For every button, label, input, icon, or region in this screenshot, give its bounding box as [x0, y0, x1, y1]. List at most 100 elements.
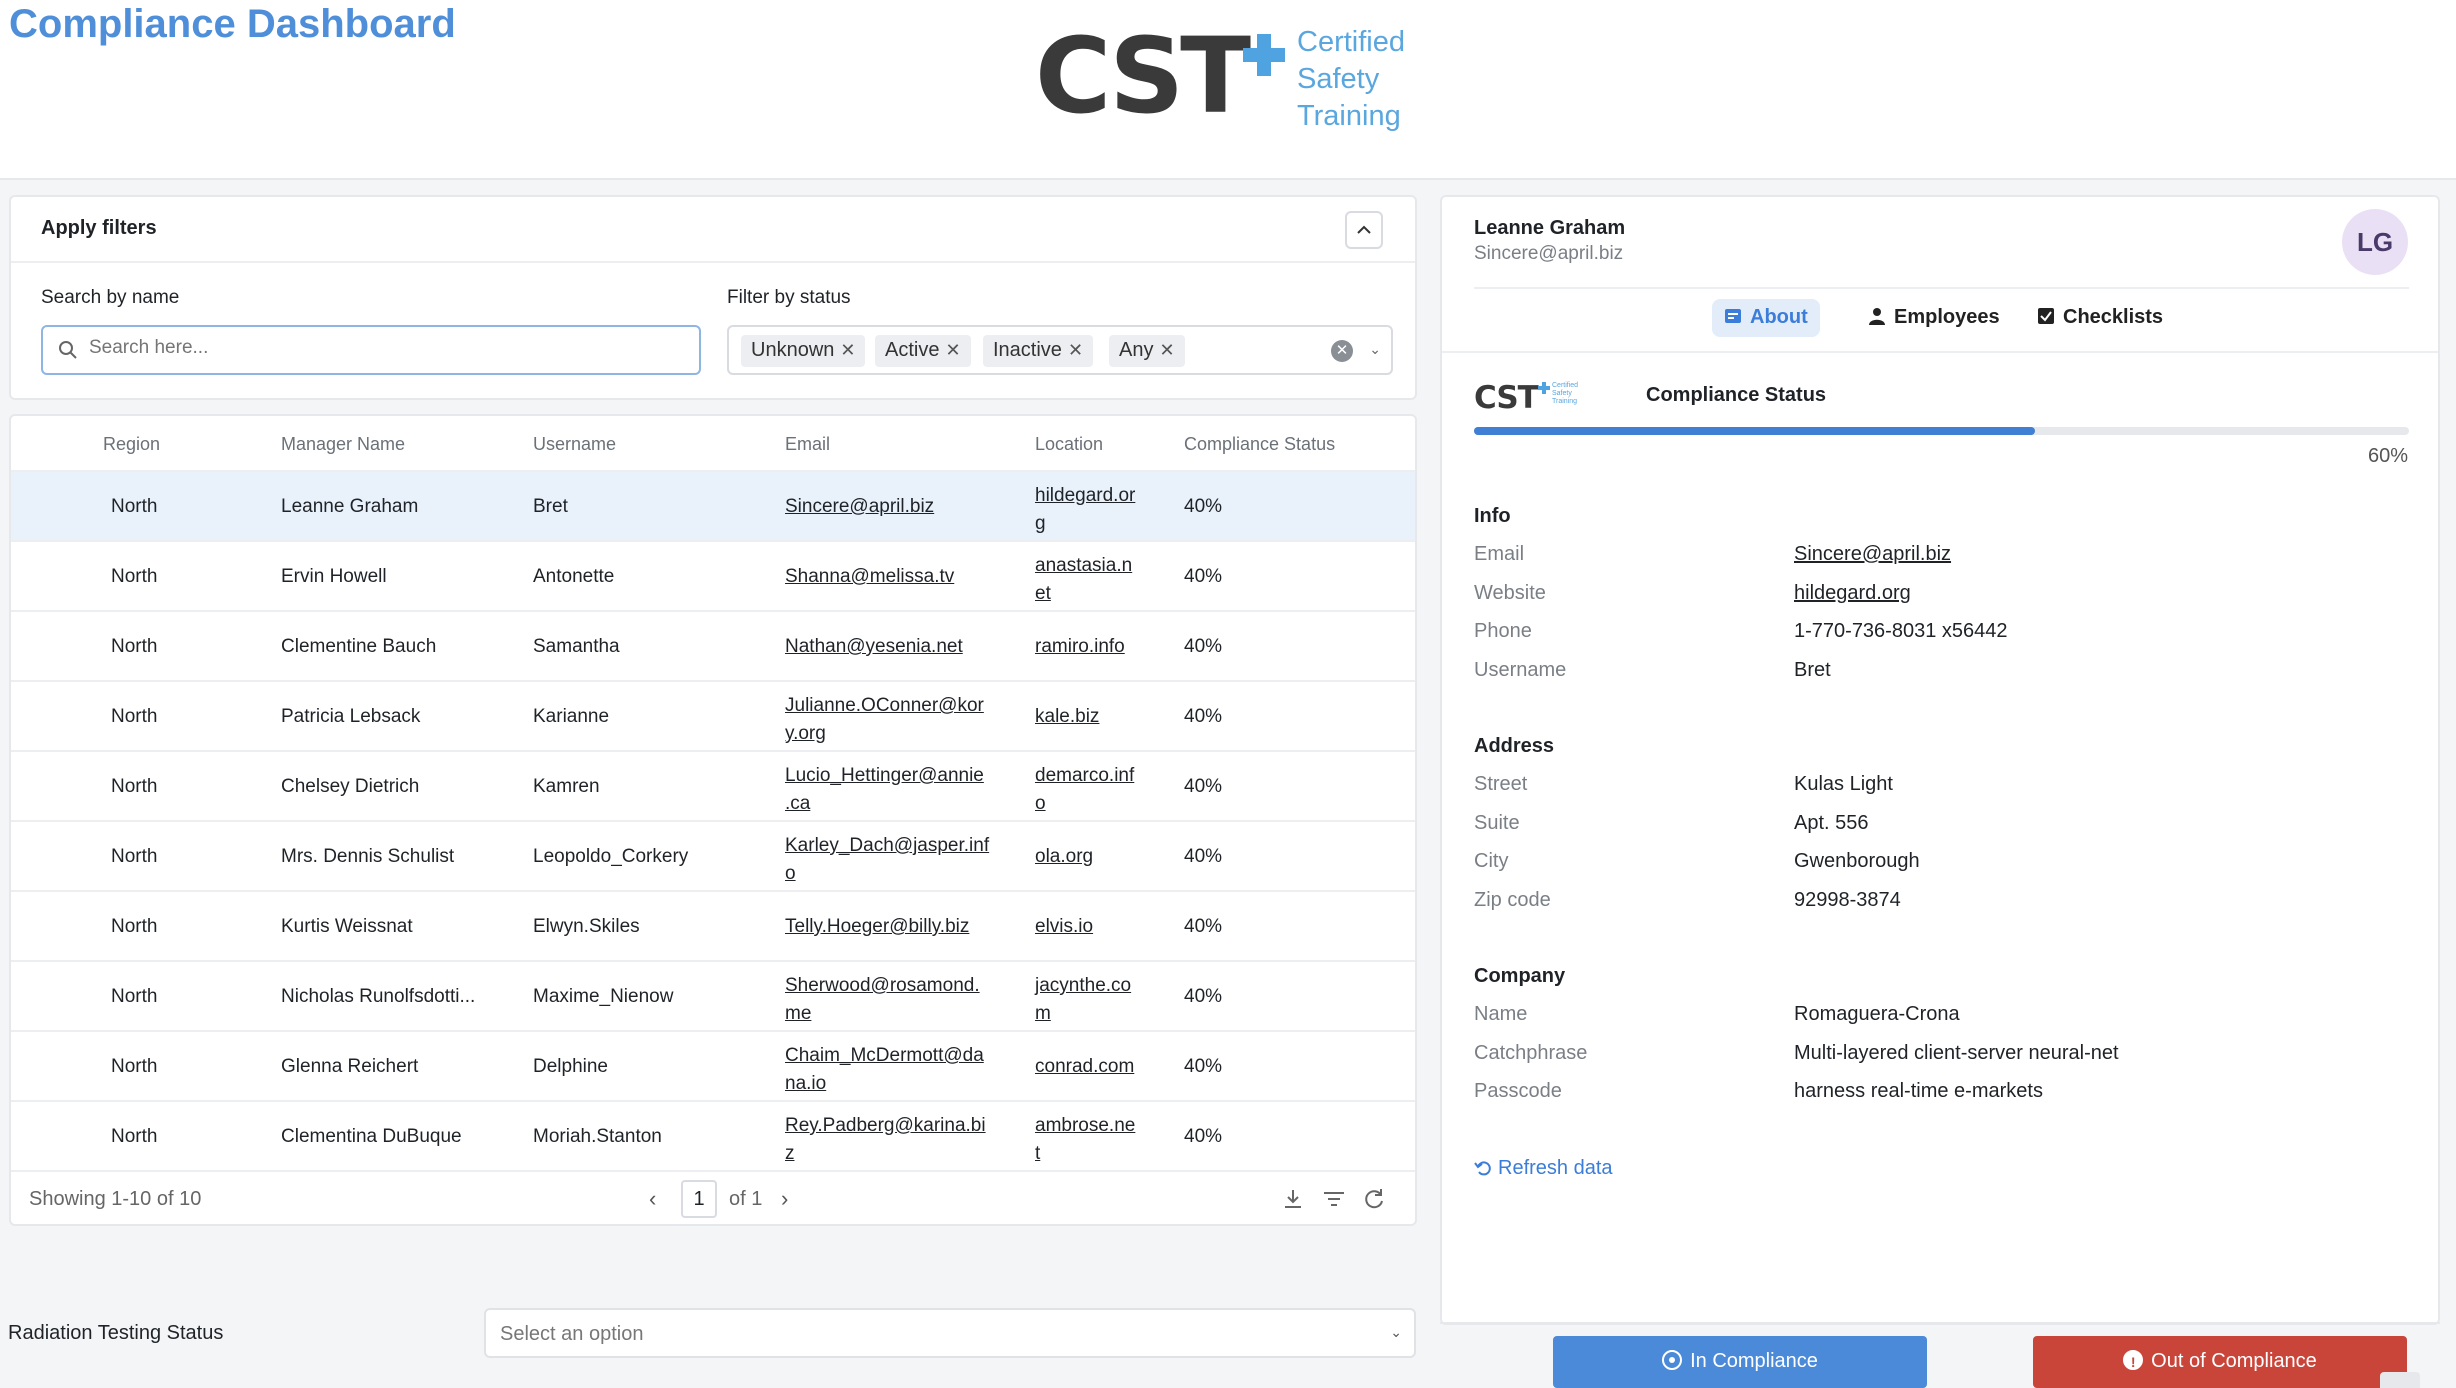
field-label: Email: [1474, 543, 1525, 565]
download-icon[interactable]: [1280, 1186, 1306, 1212]
field-value-link[interactable]: Sincere@april.biz: [1794, 543, 1952, 565]
filter-header: Apply filters: [11, 197, 1415, 263]
cell-location-link[interactable]: jacynthe.co m: [1035, 975, 1132, 1024]
cell-region: North: [111, 1126, 158, 1147]
cell-compliance-status: 40%: [1184, 706, 1223, 727]
in-compliance-button[interactable]: In Compliance: [1553, 1336, 1927, 1388]
chip-unknown[interactable]: Unknown ✕: [741, 335, 866, 367]
column-header[interactable]: Compliance Status: [1184, 434, 1336, 454]
cell-location-link[interactable]: demarco.inf o: [1035, 765, 1135, 814]
cell-email-link[interactable]: Julianne.OConner@kor y.org: [785, 695, 984, 744]
tab-about[interactable]: About: [1712, 299, 1820, 337]
column-header[interactable]: Email: [785, 434, 831, 454]
avatar: LG: [2342, 209, 2408, 275]
chip-active[interactable]: Active ✕: [875, 335, 971, 367]
filter-icon[interactable]: [1321, 1186, 1347, 1212]
cell-email-link[interactable]: Rey.Padberg@karina.bi z: [785, 1115, 986, 1164]
field-value: Apt. 556: [1794, 811, 1869, 834]
remove-icon[interactable]: ✕: [945, 340, 961, 360]
field-label: Catchphrase: [1474, 1041, 1588, 1064]
table-row[interactable]: North Glenna Reichert Delphine Chaim_McDerm…: [11, 1032, 1415, 1102]
collapse-button[interactable]: [1345, 211, 1383, 249]
refresh-icon[interactable]: [1361, 1186, 1387, 1212]
status-multiselect[interactable]: Unknown ✕ Active ✕ Inactive ✕ Any ✕ ✕ ⌄: [727, 325, 1393, 375]
table-row[interactable]: North Leanne Graham Bret Sincere@april.biz h…: [11, 472, 1415, 542]
field-label: Street: [1474, 773, 1528, 795]
remove-icon[interactable]: ✕: [840, 340, 856, 360]
table-row[interactable]: North Patricia Lebsack Karianne Julianne.OC…: [11, 682, 1415, 752]
logo-tagline: Certified Safety Training: [1297, 26, 1405, 132]
cell-location-link[interactable]: hildegard.or g: [1035, 485, 1136, 534]
cell-username: Antonette: [533, 566, 615, 587]
clear-icon[interactable]: ✕: [1331, 340, 1353, 362]
cell-region: North: [111, 776, 158, 797]
chip-any[interactable]: Any ✕: [1109, 335, 1185, 367]
chip-inactive[interactable]: Inactive ✕: [983, 335, 1094, 367]
cell-region: North: [111, 706, 158, 727]
cell-compliance-status: 40%: [1184, 776, 1223, 797]
radiation-status-select[interactable]: Select an option ⌄: [484, 1308, 1416, 1358]
field-value: Kulas Light: [1794, 773, 1893, 795]
table-row[interactable]: North Mrs. Dennis Schulist Leopoldo_Corker…: [11, 822, 1415, 892]
cell-email-link[interactable]: Chaim_McDermott@da na.io: [785, 1045, 984, 1094]
column-header[interactable]: Username: [533, 434, 617, 454]
cell-location-link[interactable]: elvis.io: [1035, 916, 1094, 937]
cell-email-link[interactable]: Sherwood@rosamond. me: [785, 975, 980, 1024]
cell-email-link[interactable]: Karley_Dach@jasper.inf o: [785, 835, 990, 884]
search-icon: [59, 341, 77, 359]
table-row[interactable]: North Nicholas Runolfsdotti... Maxime_Nien…: [11, 962, 1415, 1032]
remove-icon[interactable]: ✕: [1067, 340, 1084, 360]
cell-email-link[interactable]: Nathan@yesenia.net: [785, 636, 963, 657]
out-of-compliance-button[interactable]: Out of Compliance: [2033, 1336, 2407, 1388]
table-row[interactable]: North Clementina DuBuque Moriah.Stanton Rey…: [11, 1102, 1415, 1172]
cell-location-link[interactable]: kale.biz: [1035, 706, 1100, 727]
status-filter-label: Filter by status: [727, 287, 851, 308]
table-row[interactable]: North Chelsey Dietrich Kamren Lucio_Hetting…: [11, 752, 1415, 822]
cell-compliance-status: 40%: [1184, 1056, 1223, 1077]
field-label: City: [1474, 850, 1509, 872]
company-title: Company: [1474, 965, 1566, 987]
column-header[interactable]: Region: [103, 434, 161, 454]
cell-location-link[interactable]: ramiro.info: [1035, 636, 1125, 657]
divider: [1440, 1322, 2440, 1324]
prev-page-icon[interactable]: ‹: [649, 1186, 657, 1211]
next-page-icon[interactable]: ›: [781, 1186, 789, 1211]
search-input[interactable]: [89, 337, 689, 359]
cell-username: Leopoldo_Corkery: [533, 846, 689, 867]
tab-checklists[interactable]: Checklists: [2025, 299, 2175, 337]
filter-panel: Apply filters Search by name Filter by s…: [9, 195, 1417, 400]
cell-username: Delphine: [533, 1056, 608, 1077]
field-value: Romaguera-Crona: [1794, 1003, 1960, 1025]
detail-email: Sincere@april.biz: [1474, 243, 1624, 264]
field-label: Name: [1474, 1003, 1528, 1025]
column-header[interactable]: Manager Name: [281, 434, 406, 454]
cell-location-link[interactable]: ambrose.ne t: [1035, 1115, 1136, 1164]
cell-username: Elwyn.Skiles: [533, 916, 640, 937]
refresh-data-link[interactable]: Refresh data: [1474, 1157, 1613, 1180]
cell-region: North: [111, 916, 158, 937]
search-field[interactable]: [41, 325, 701, 375]
undo-icon: [1474, 1161, 1491, 1176]
cell-email-link[interactable]: Sincere@april.biz: [785, 496, 935, 517]
column-header[interactable]: Location: [1035, 434, 1104, 454]
cell-location-link[interactable]: ola.org: [1035, 846, 1094, 867]
chevron-down-icon[interactable]: ⌄: [1369, 341, 1381, 357]
table-row[interactable]: North Kurtis Weissnat Elwyn.Skiles Telly.Ho…: [11, 892, 1415, 962]
cell-region: North: [111, 496, 158, 517]
table-row[interactable]: North Clementine Bauch Samantha Nathan@yese…: [11, 612, 1415, 682]
cell-manager: Chelsey Dietrich: [281, 776, 420, 797]
cell-email-link[interactable]: Shanna@melissa.tv: [785, 566, 955, 587]
field-value-link[interactable]: hildegard.org: [1794, 581, 1911, 604]
remove-icon[interactable]: ✕: [1159, 340, 1175, 360]
cell-region: North: [111, 566, 158, 587]
cell-email-link[interactable]: Lucio_Hettinger@annie .ca: [785, 765, 984, 814]
cell-email-link[interactable]: Telly.Hoeger@billy.biz: [785, 916, 970, 937]
cell-location-link[interactable]: conrad.com: [1035, 1056, 1135, 1077]
page-input[interactable]: 1: [681, 1180, 717, 1218]
tab-employees[interactable]: Employees: [1856, 299, 2012, 337]
field-value: Multi-layered client-server neural-net: [1794, 1041, 2119, 1064]
scroll-handle[interactable]: [2380, 1372, 2420, 1388]
cell-location-link[interactable]: anastasia.n et: [1035, 555, 1133, 604]
app-header: Compliance Dashboard CST Certified Safet…: [0, 0, 2456, 180]
table-row[interactable]: North Ervin Howell Antonette Shanna@melissa…: [11, 542, 1415, 612]
